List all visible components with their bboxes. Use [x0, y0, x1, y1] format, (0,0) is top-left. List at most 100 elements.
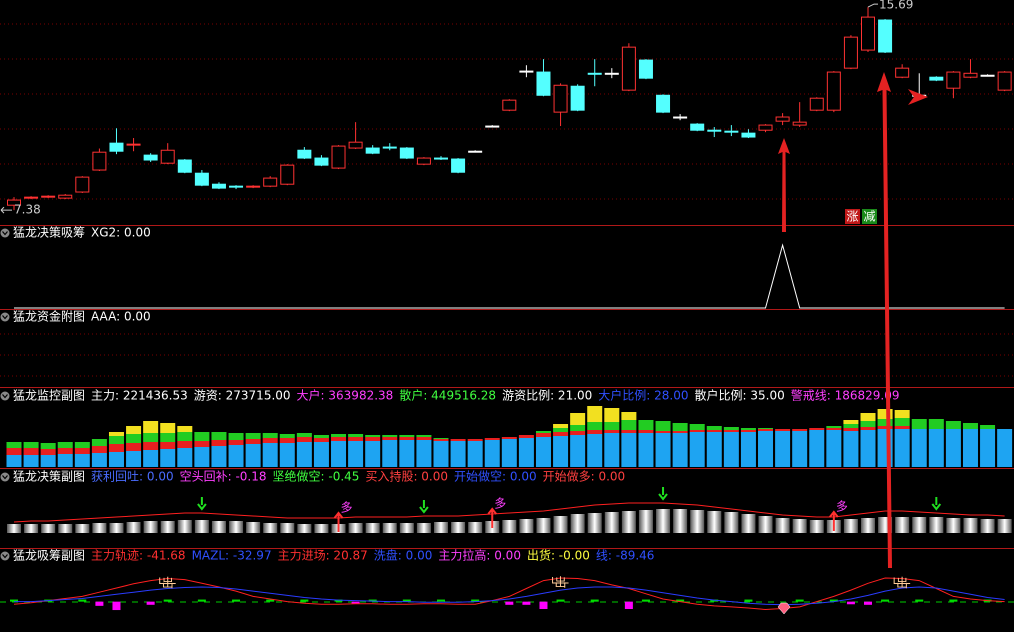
bar — [915, 599, 924, 602]
candle-body — [160, 149, 175, 164]
stacked-bar — [604, 408, 620, 422]
legend-item: AAA: 0.00 — [91, 310, 151, 324]
bar — [707, 511, 722, 533]
buy-label: 多 — [836, 500, 848, 514]
sell-arrow — [197, 497, 207, 511]
stacked-bar — [826, 430, 842, 467]
stacked-bar — [758, 428, 774, 429]
collapse-icon-mark — [2, 475, 8, 480]
bar — [980, 519, 995, 533]
buy-arrow — [333, 511, 344, 532]
stacked-bar — [928, 429, 944, 467]
candle-body — [280, 164, 295, 185]
legend-item: 坚绝做空: -0.45 — [273, 469, 360, 484]
stacked-bar — [843, 424, 859, 428]
bar — [522, 601, 531, 605]
candle-body — [297, 149, 312, 159]
stacked-bar — [348, 441, 364, 467]
stacked-bar — [160, 449, 176, 467]
candle-body — [621, 46, 636, 91]
stacked-bar — [826, 428, 842, 430]
stacked-bar — [262, 438, 278, 443]
stacked-bar — [108, 452, 124, 467]
stacked-bar — [245, 444, 261, 467]
legend-item: MAZL: -32.97 — [192, 549, 272, 563]
stacked-bar — [228, 440, 244, 445]
stacked-bar — [399, 435, 415, 437]
stacked-bar — [160, 433, 176, 442]
collapse-icon — [0, 551, 10, 561]
stacked-bar — [689, 432, 705, 467]
stacked-bar — [365, 435, 381, 437]
stacked-bar — [382, 435, 398, 437]
stacked-bar — [108, 436, 124, 444]
stacked-bar — [467, 441, 483, 467]
candle-body — [109, 142, 124, 152]
bar — [570, 514, 585, 533]
legend-item: 主力: 221436.53 — [91, 389, 188, 403]
bar — [163, 599, 172, 602]
stacked-bar — [587, 406, 603, 422]
bar — [676, 599, 685, 602]
stacked-bar — [894, 426, 910, 429]
bar — [300, 599, 309, 602]
bar — [997, 519, 1012, 533]
bar — [673, 509, 688, 533]
stacked-bar — [177, 432, 193, 441]
legend-item: 散户: 449516.28 — [399, 388, 496, 403]
stacked-bar — [177, 448, 193, 467]
candle-body — [434, 157, 448, 160]
out-bracket — [893, 577, 911, 585]
bar — [505, 601, 514, 605]
candle-body — [143, 154, 158, 161]
stacked-bar — [40, 449, 56, 455]
stacked-bar — [638, 430, 654, 433]
stacked-bar — [296, 437, 312, 442]
candle-body — [946, 71, 961, 89]
bar — [741, 514, 756, 533]
bar — [434, 522, 448, 533]
bar — [881, 599, 890, 602]
legend-item: 猛龙决策吸筹 — [13, 226, 85, 240]
stacked-bar — [570, 413, 586, 425]
bar — [451, 522, 466, 533]
badge-text: 减 — [863, 210, 875, 224]
collapse-icon-mark — [2, 231, 8, 236]
stacked-bar — [450, 439, 466, 441]
stacked-bar — [553, 428, 569, 432]
bar — [297, 524, 312, 533]
stacked-bar — [194, 447, 210, 467]
bar — [846, 601, 855, 605]
stacked-bar — [126, 426, 142, 434]
bar — [266, 599, 275, 602]
bar — [78, 599, 87, 602]
collapse-icon — [0, 391, 10, 401]
bar — [109, 523, 124, 533]
annotation-arrows — [778, 72, 928, 568]
badge — [845, 209, 860, 224]
candle-body — [194, 172, 209, 186]
bar — [177, 520, 192, 533]
legend-item: 猛龙监控副图 — [13, 389, 85, 403]
out-bracket — [159, 577, 176, 585]
badge — [862, 209, 877, 224]
stacked-bar — [723, 430, 739, 432]
stacked-bar — [348, 437, 364, 441]
stacked-bar — [433, 441, 449, 467]
stacked-bar — [723, 432, 739, 467]
stacked-bar — [672, 423, 688, 431]
bar — [792, 519, 807, 533]
stacked-bar — [655, 433, 671, 467]
bar — [232, 599, 241, 602]
out-label: 出 — [896, 576, 908, 590]
stacked-bar — [604, 422, 620, 430]
sell-arrow — [658, 487, 668, 501]
bar — [502, 520, 517, 533]
candle-body — [416, 157, 431, 165]
stacked-bar — [860, 413, 876, 421]
collapse-icon — [0, 228, 10, 238]
bar — [246, 522, 261, 533]
stacked-bar — [535, 437, 551, 467]
bar — [382, 523, 397, 533]
